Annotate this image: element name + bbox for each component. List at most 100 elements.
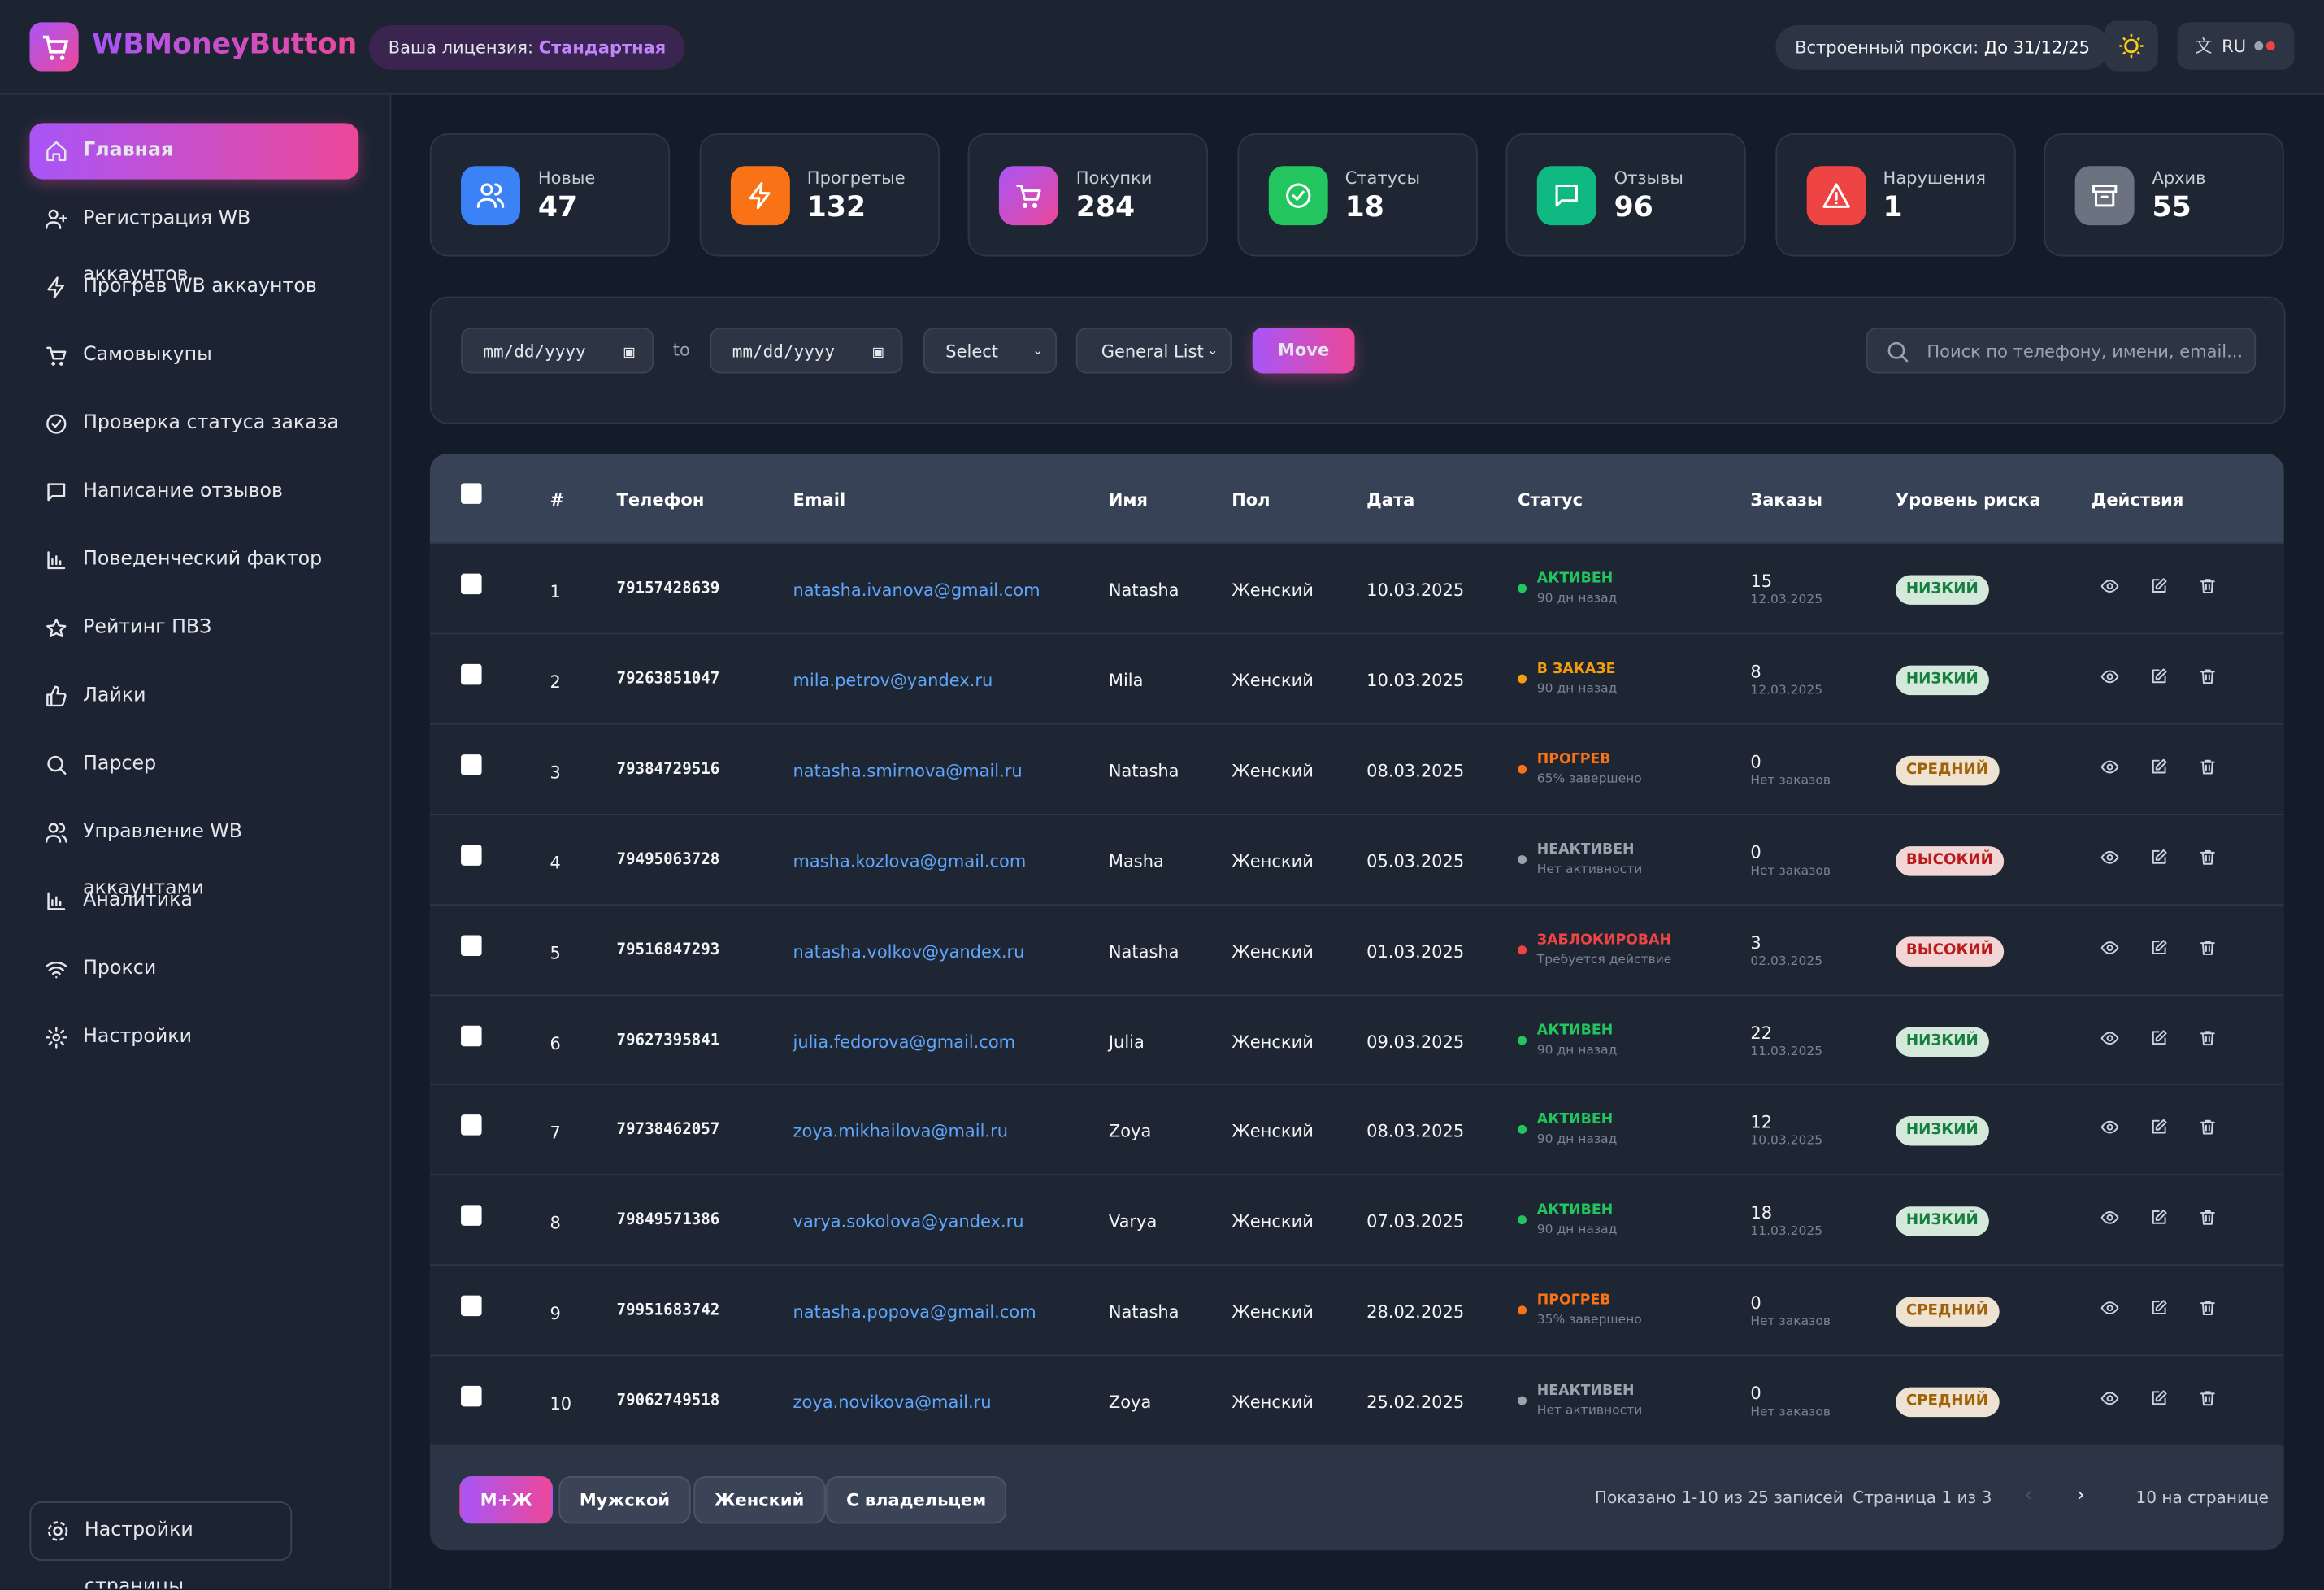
nav-item[interactable]: Главная <box>29 123 359 180</box>
action-button[interactable] <box>2149 1299 2170 1320</box>
stat-label: Новые <box>537 167 596 189</box>
nav-label: Парсер <box>83 753 157 775</box>
select-all-checkbox[interactable] <box>461 483 482 504</box>
nav-item[interactable]: Настройки <box>29 1010 358 1066</box>
action-button[interactable] <box>2198 667 2219 688</box>
email[interactable]: natasha.volkov@yandex.ru <box>793 941 1025 962</box>
column-header: # <box>550 489 565 510</box>
action-button[interactable] <box>2198 847 2219 868</box>
logo-text[interactable]: WBMoneyButton <box>92 28 358 61</box>
row-checkbox[interactable] <box>461 934 482 956</box>
email[interactable]: julia.fedorova@gmail.com <box>793 1031 1016 1052</box>
table-row: 6 79627395841 julia.fedorova@gmail.com Juli… <box>429 993 2284 1086</box>
action-button[interactable] <box>2149 847 2170 868</box>
row-checkbox[interactable] <box>461 754 482 775</box>
nav-item[interactable]: Аналитика <box>29 873 358 929</box>
email[interactable]: natasha.ivanova@gmail.com <box>793 579 1040 601</box>
row-checkbox[interactable] <box>461 573 482 595</box>
action-button[interactable] <box>2100 1389 2122 1410</box>
action-button[interactable] <box>2100 1299 2122 1320</box>
per-page[interactable]: 10 на странице <box>2135 1488 2269 1508</box>
action-button[interactable] <box>2149 757 2170 778</box>
action-button[interactable] <box>2198 1119 2219 1140</box>
nav-item[interactable]: Парсер <box>29 736 358 793</box>
email[interactable]: zoya.novikova@mail.ru <box>793 1392 992 1413</box>
action-button[interactable] <box>2100 1027 2122 1049</box>
email[interactable]: zoya.mikhailova@mail.ru <box>793 1121 1009 1142</box>
phone: 79263851047 <box>616 669 720 688</box>
action-button[interactable] <box>2149 1027 2170 1049</box>
action-button[interactable] <box>2149 1389 2170 1410</box>
nav-label: Управление WB аккаунтами <box>83 821 243 900</box>
action-button[interactable] <box>2198 1027 2219 1049</box>
action-button[interactable] <box>2198 1299 2219 1320</box>
icon <box>46 618 67 638</box>
list-select[interactable]: General List ⌄ <box>1075 327 1232 374</box>
date-to[interactable]: mm/dd/yyyy ▣ <box>710 327 903 374</box>
action-button[interactable] <box>2100 667 2122 688</box>
action-button[interactable] <box>2198 1209 2219 1230</box>
action-button[interactable] <box>2198 937 2219 958</box>
gender-filter[interactable]: М+Ж <box>459 1476 554 1524</box>
action-button[interactable] <box>2100 1209 2122 1230</box>
status-detail: 65% завершено <box>1536 771 1642 787</box>
email[interactable]: varya.sokolova@yandex.ru <box>793 1211 1024 1232</box>
row-checkbox[interactable] <box>461 1295 482 1317</box>
theme-toggle[interactable] <box>2105 20 2158 72</box>
page-settings-button[interactable]: Настройки страницы <box>29 1501 293 1589</box>
search-input[interactable]: Поиск по телефону, имени, email... <box>1866 327 2257 374</box>
row-checkbox[interactable] <box>461 844 482 866</box>
orders-detail: 11.03.2025 <box>1750 1224 1823 1240</box>
action-button[interactable] <box>2149 1119 2170 1140</box>
action-button[interactable] <box>2198 576 2219 597</box>
row-checkbox[interactable] <box>461 1205 482 1227</box>
nav-item[interactable]: Лайки <box>29 668 358 724</box>
name: Zoya <box>1108 1121 1152 1142</box>
date-from[interactable]: mm/dd/yyyy ▣ <box>461 327 654 374</box>
action-button[interactable] <box>2198 757 2219 778</box>
nav-item[interactable]: Прокси <box>29 941 358 997</box>
nav-item[interactable]: Проверка статуса заказа <box>29 396 358 452</box>
row-checkbox[interactable] <box>461 663 482 685</box>
stat-card: Отзывы 96 <box>1505 133 1746 257</box>
nav-item[interactable]: Написание отзывов <box>29 464 358 520</box>
gender-filter[interactable]: Мужской <box>558 1476 691 1524</box>
email[interactable]: natasha.smirnova@mail.ru <box>793 760 1023 781</box>
action-button[interactable] <box>2149 667 2170 688</box>
action-button[interactable] <box>2100 757 2122 778</box>
email[interactable]: masha.kozlova@gmail.com <box>793 850 1027 871</box>
action-button[interactable] <box>2100 847 2122 868</box>
row-checkbox[interactable] <box>461 1024 482 1046</box>
nav-item[interactable]: Управление WB аккаунтами <box>29 805 358 900</box>
action-button[interactable] <box>2100 1119 2122 1140</box>
action-button[interactable] <box>2100 937 2122 958</box>
action-button[interactable] <box>2149 1209 2170 1230</box>
next-page[interactable]: › <box>2076 1484 2085 1508</box>
action-button[interactable] <box>2149 576 2170 597</box>
move-button[interactable]: Move <box>1252 327 1355 374</box>
gender-filter[interactable]: С владельцем <box>825 1476 1007 1524</box>
action-button[interactable] <box>2100 576 2122 597</box>
row-checkbox[interactable] <box>461 1114 482 1136</box>
action-button[interactable] <box>2198 1389 2219 1410</box>
email[interactable]: mila.petrov@yandex.ru <box>793 669 993 691</box>
icon <box>45 209 67 230</box>
row-number: 5 <box>550 941 561 963</box>
row-checkbox[interactable] <box>461 1385 482 1407</box>
gender-filter[interactable]: Женский <box>693 1476 825 1524</box>
orders-detail: Нет заказов <box>1750 1314 1831 1330</box>
nav-item[interactable]: Рейтинг ПВЗ <box>29 600 358 656</box>
stat-value: 1 <box>1883 191 1903 224</box>
language-switch[interactable]: 文 RU <box>2177 22 2295 70</box>
prev-page[interactable]: ‹ <box>2024 1484 2033 1508</box>
nav-item[interactable]: Поведенческий фактор <box>29 532 358 589</box>
select[interactable]: Select ⌄ <box>923 327 1058 374</box>
status-detail: 90 дн назад <box>1536 1132 1618 1148</box>
email[interactable]: natasha.popova@gmail.com <box>793 1301 1036 1323</box>
nav-item[interactable]: Самовыкупы <box>29 328 358 384</box>
nav-item[interactable]: Прогрев WB аккаунтов <box>29 259 358 315</box>
nav-label: Самовыкупы <box>83 344 212 367</box>
action-button[interactable] <box>2149 937 2170 958</box>
nav-item[interactable]: Регистрация WB аккаунтов <box>29 191 358 286</box>
icon <box>2100 670 2119 684</box>
